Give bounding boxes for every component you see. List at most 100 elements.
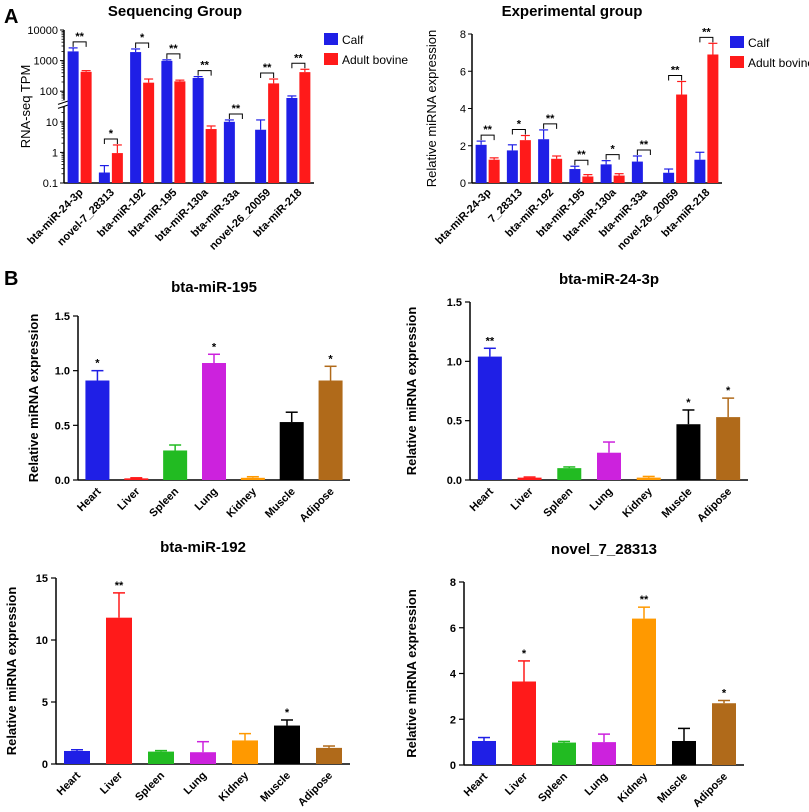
bar-kidney (232, 740, 258, 764)
bar-liver (512, 681, 536, 765)
significance-marker: * (726, 385, 731, 397)
y-tick-label: 10000 (27, 25, 58, 37)
y-tick-label: 0 (42, 759, 48, 771)
axis-break-gap (58, 100, 70, 107)
bar-adult-bovine (111, 153, 123, 183)
bar-spleen (552, 742, 576, 765)
legend-label: Adult bovine (748, 56, 809, 70)
bar-calf (538, 139, 550, 183)
bar-heart (472, 740, 496, 765)
x-category-label: Kidney (620, 485, 655, 520)
bar-lung (202, 363, 226, 480)
bar-adult-bovine (174, 81, 186, 183)
significance-bracket (480, 134, 495, 141)
chart-bta-mir-195: bta-miR-195 Relative miRNA expression 0.0 0… (26, 279, 350, 525)
bar-adult-bovine (551, 158, 563, 183)
y-tick-label: 6 (460, 66, 466, 78)
x-category-label: Muscle (655, 771, 690, 806)
legend-swatch (730, 36, 744, 48)
bar-adult-bovine (613, 175, 625, 183)
x-category-label: Lung (193, 486, 220, 513)
significance-bracket (605, 154, 620, 160)
y-tick-label: 4 (460, 104, 466, 116)
y-axis-label: Relative miRNA expression (404, 589, 419, 758)
chart-title: bta-miR-24-3p (559, 271, 659, 288)
significance-marker: ** (75, 31, 84, 43)
x-category-label: Lung (588, 486, 615, 513)
x-category-label: Lung (583, 771, 610, 798)
bar-heart (477, 356, 502, 480)
y-tick-label: 8 (450, 577, 456, 589)
x-category-label: Kidney (217, 769, 252, 804)
bar-calf (475, 144, 487, 183)
significance-marker: ** (115, 580, 124, 592)
panel-label-b: B (4, 268, 19, 290)
bar-calf (569, 169, 581, 183)
y-tick-label: 2 (460, 141, 466, 153)
bar-muscle (274, 725, 300, 764)
chart-bta-mir-24-3p: bta-miR-24-3p Relative miRNA expression 0.… (404, 271, 748, 525)
x-category-label: Kidney (225, 485, 260, 520)
y-axis-label: RNA-seq TPM (18, 65, 33, 149)
y-tick-label: 0 (460, 178, 466, 190)
x-category-label: Adipose (298, 486, 337, 525)
significance-bracket (72, 41, 87, 47)
bar-spleen (148, 751, 174, 764)
y-tick-label: 10 (46, 117, 58, 129)
x-category-label: Heart (468, 485, 497, 514)
significance-marker: ** (483, 124, 492, 136)
y-axis-label: Relative miRNA expression (26, 314, 41, 483)
y-tick-label: 1 (52, 147, 58, 159)
bar-calf (223, 121, 235, 183)
chart-title: Experimental group (502, 3, 643, 20)
bar-kidney (636, 477, 661, 480)
legend-label: Calf (342, 33, 364, 47)
x-category-label: Lung (182, 770, 209, 797)
legend-swatch (730, 56, 744, 68)
x-category-label: bta-miR-24-3p (25, 186, 86, 247)
x-category-label: Liver (509, 485, 537, 513)
x-category-label: Spleen (147, 485, 181, 519)
x-category-label: Muscle (258, 770, 293, 805)
bar-calf (631, 161, 643, 183)
y-axis-label: Relative miRNA expression (404, 307, 419, 476)
significance-marker: ** (671, 64, 680, 76)
y-tick-label: 8 (460, 29, 466, 41)
chart-title: bta-miR-195 (171, 279, 257, 296)
significance-bracket (668, 74, 683, 81)
significance-bracket (699, 36, 714, 43)
x-category-label: Muscle (263, 486, 298, 521)
bar-adipose (316, 747, 342, 764)
significance-marker: * (95, 358, 100, 370)
chart-novel-7-28313: novel_7_28313 Relative miRNA expression 0 2… (404, 541, 744, 810)
bar-muscle (672, 740, 696, 765)
significance-bracket (574, 159, 589, 166)
x-category-label: Spleen (536, 770, 570, 804)
significance-marker: * (722, 687, 727, 699)
y-tick-label: 1.0 (447, 356, 462, 368)
chart-title: Sequencing Group (108, 3, 242, 20)
bar-adipose (712, 703, 736, 765)
significance-marker: * (109, 128, 114, 140)
bar-adipose (318, 380, 343, 480)
bar-calf (130, 52, 142, 183)
y-tick-label: 100 (40, 86, 58, 98)
x-category-label: Heart (55, 769, 84, 798)
bar-calf (663, 172, 675, 183)
bar-heart (64, 750, 90, 764)
y-tick-label: 5 (42, 697, 48, 709)
y-tick-label: 1.0 (55, 366, 70, 378)
panel-label-a: A (4, 6, 19, 28)
y-tick-label: 4 (450, 669, 457, 681)
significance-marker: ** (577, 149, 586, 161)
significance-bracket (103, 138, 118, 144)
chart-title: novel_7_28313 (551, 541, 657, 558)
y-tick-label: 6 (450, 623, 456, 635)
bar-adult-bovine (80, 71, 92, 183)
bar-liver (124, 478, 149, 480)
x-category-label: Liver (115, 485, 143, 513)
x-category-label: Heart (462, 770, 491, 799)
significance-marker: ** (640, 594, 649, 606)
bar-spleen (557, 468, 582, 480)
significance-marker: * (522, 648, 527, 660)
